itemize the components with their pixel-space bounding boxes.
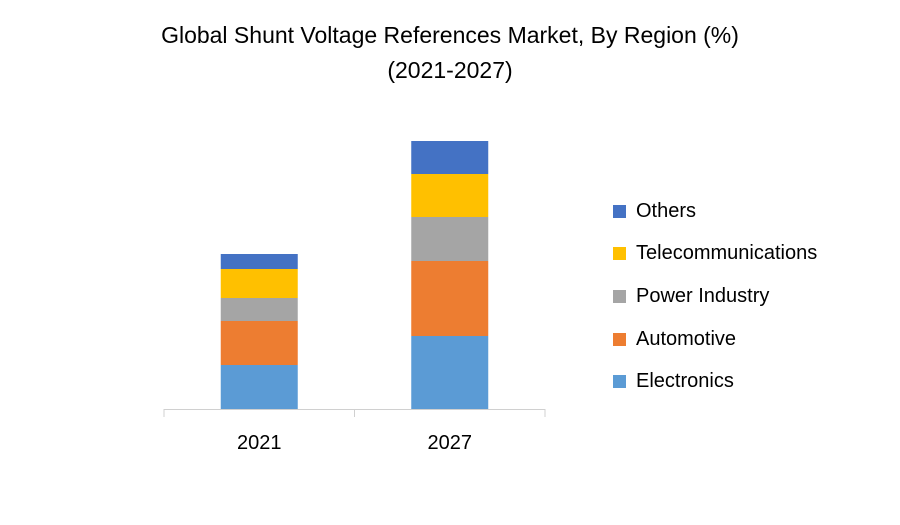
bar-segment-automotive-2021 [220,321,298,365]
legend-item-electronics: Electronics [613,370,734,394]
legend-label: Automotive [636,327,737,350]
legend-swatch [613,289,626,303]
x-tick-label: 2021 [237,432,282,454]
x-tick-label: 2027 [428,432,473,454]
bar-segment-power-industry-2027 [411,217,489,261]
legend-label: Telecommunications [636,242,818,265]
bar-segment-telecommunications-2021 [220,269,298,298]
legend-swatch [613,247,626,261]
bar-segment-power-industry-2021 [220,298,298,321]
legend-item-others: Others [613,199,696,223]
legend-item-power-industry: Power Industry [613,284,769,308]
bar-segment-others-2021 [220,254,298,269]
legend-swatch [613,375,626,389]
legend-label: Others [636,199,697,222]
legend-label: Electronics [636,370,734,393]
bar-segment-electronics-2021 [220,365,298,409]
legend-item-telecommunications: Telecommunications [613,242,817,266]
bar-segment-others-2027 [411,141,489,174]
bar-segment-automotive-2027 [411,261,489,336]
legend-swatch [613,204,626,218]
legend-swatch [613,332,626,346]
bar-segment-telecommunications-2027 [411,174,489,217]
chart-title: Global Shunt Voltage References Market, … [161,22,739,48]
chart-subtitle: (2021-2027) [387,57,513,83]
legend-item-automotive: Automotive [613,327,736,351]
legend-label: Power Industry [636,284,770,307]
bar-segment-electronics-2027 [411,336,489,409]
